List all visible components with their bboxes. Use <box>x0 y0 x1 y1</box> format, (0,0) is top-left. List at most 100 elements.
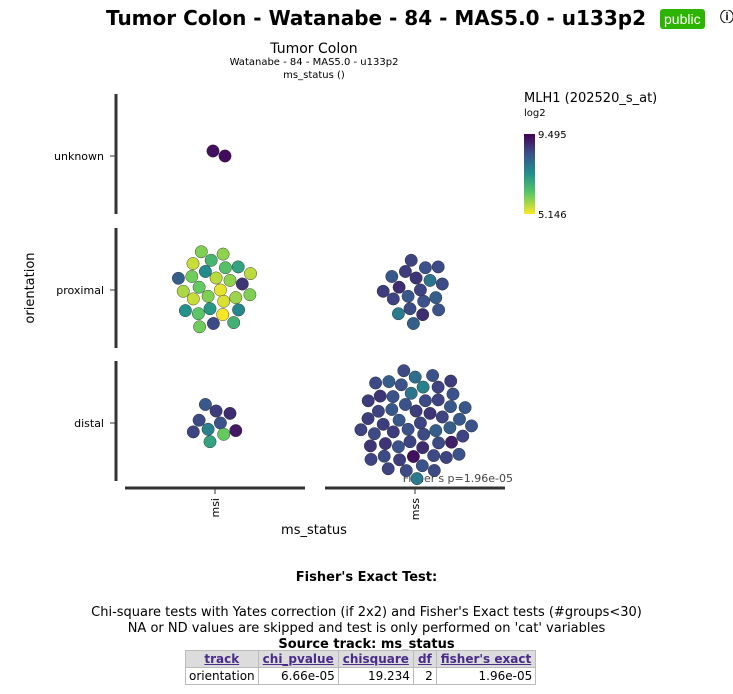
data-point <box>452 447 466 461</box>
data-point <box>198 265 212 278</box>
data-point <box>416 308 430 321</box>
data-point <box>371 404 385 418</box>
data-point <box>392 413 406 427</box>
column-header[interactable]: track <box>185 650 259 668</box>
source-track: Source track: ms_status <box>278 637 455 652</box>
data-point <box>443 421 457 435</box>
data-point <box>193 320 207 334</box>
data-point <box>401 422 415 436</box>
data-point <box>431 260 445 274</box>
data-point <box>171 271 185 285</box>
data-point <box>231 260 245 274</box>
column-header[interactable]: chisquare <box>337 650 414 668</box>
data-point <box>232 303 246 317</box>
data-point <box>401 289 415 303</box>
data-point <box>216 308 230 321</box>
stats-header-row: track chi_pvalue chisquare df fisher's e… <box>185 650 537 668</box>
data-point <box>218 261 232 275</box>
data-point <box>431 380 445 394</box>
x-tick-label: mss <box>409 498 422 520</box>
data-point <box>364 452 378 466</box>
data-point <box>229 424 243 437</box>
data-point <box>397 364 411 378</box>
table-cell: 2 <box>412 667 437 685</box>
data-point <box>385 403 399 416</box>
y-tick-label: distal <box>74 417 104 430</box>
data-point <box>209 271 223 285</box>
data-point <box>204 253 218 267</box>
data-point <box>413 283 427 297</box>
data-point <box>176 284 190 298</box>
data-point <box>391 440 405 454</box>
data-point <box>444 374 458 388</box>
data-point <box>186 425 200 439</box>
data-point <box>416 380 430 394</box>
data-point <box>373 389 387 403</box>
data-point <box>410 472 424 485</box>
data-point <box>406 450 420 463</box>
data-point <box>178 304 192 317</box>
data-point <box>429 291 443 305</box>
fisher-section: Fisher's Exact Test: Chi-square tests wi… <box>0 570 733 652</box>
table-cell: 19.234 <box>337 667 414 685</box>
data-point <box>418 394 432 408</box>
data-point <box>209 404 223 418</box>
data-point <box>417 427 431 441</box>
data-point <box>453 412 466 426</box>
data-point <box>423 273 437 287</box>
data-point <box>386 292 400 306</box>
data-point <box>192 413 206 427</box>
data-point <box>458 401 472 414</box>
data-point <box>361 394 375 408</box>
data-point <box>382 375 396 388</box>
data-point <box>429 424 443 437</box>
data-point <box>235 277 249 291</box>
data-point <box>206 317 220 330</box>
data-point <box>244 267 257 281</box>
data-point <box>415 459 429 473</box>
table-cell: 1.96e-05 <box>435 667 537 685</box>
data-point <box>456 429 470 443</box>
data-point <box>398 265 412 278</box>
data-point <box>417 294 431 308</box>
data-point <box>418 261 432 275</box>
data-point <box>218 149 232 163</box>
page-title: Tumor Colon - Watanabe - 84 - MAS5.0 - u… <box>106 6 647 30</box>
legend-title: MLH1 (202520_s_at) <box>524 91 657 106</box>
data-point <box>385 270 399 283</box>
data-point <box>423 406 437 420</box>
table-cell: orientation <box>185 667 259 685</box>
data-point <box>432 303 445 317</box>
x-axis-label: ms_status <box>281 523 347 538</box>
table-row: orientation 6.66e-05 19.234 2 1.96e-05 <box>185 667 537 685</box>
data-point <box>444 400 457 413</box>
chart-subtitle: Watanabe - 84 - MAS5.0 - u133p2 <box>230 57 399 68</box>
data-point <box>427 464 441 477</box>
data-point <box>393 453 406 467</box>
column-header[interactable]: df <box>412 650 437 668</box>
data-point <box>198 398 212 411</box>
data-point <box>406 317 420 330</box>
data-point <box>377 449 391 463</box>
data-point <box>435 410 449 424</box>
data-point <box>439 451 453 464</box>
data-point <box>363 439 377 453</box>
data-point <box>427 449 441 462</box>
data-point <box>386 390 400 403</box>
info-icon[interactable]: ⓘ <box>720 10 733 23</box>
data-point <box>378 437 392 450</box>
data-point <box>445 435 458 449</box>
data-point <box>213 416 227 430</box>
fisher-note-2: NA or ND values are skipped and test is … <box>127 621 606 636</box>
data-point <box>432 436 445 450</box>
data-point <box>394 378 408 392</box>
data-point <box>403 435 417 449</box>
data-point <box>369 376 382 390</box>
data-point <box>229 291 243 305</box>
data-point <box>367 427 381 441</box>
column-header[interactable]: chi_pvalue <box>257 650 339 668</box>
column-header[interactable]: fisher's exact <box>435 650 537 668</box>
data-point <box>409 404 423 418</box>
public-badge[interactable]: public <box>660 9 705 29</box>
data-point <box>446 387 460 401</box>
